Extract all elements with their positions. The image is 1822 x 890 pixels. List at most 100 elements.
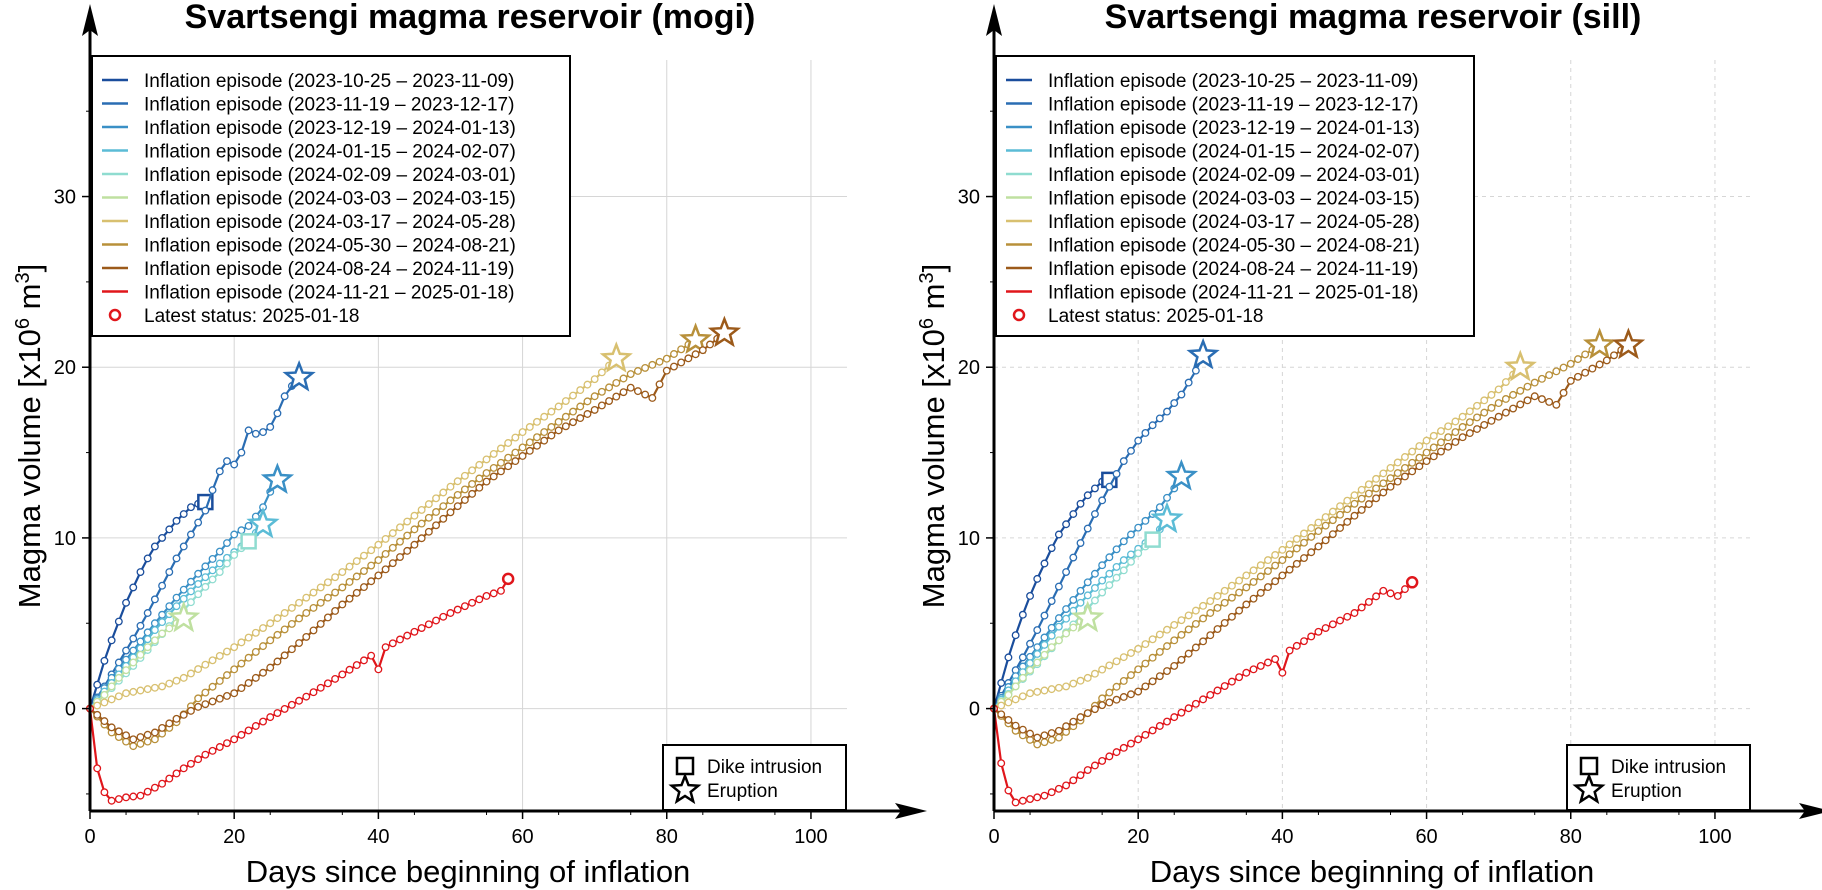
data-point — [1047, 544, 1056, 553]
data-point — [331, 588, 340, 597]
data-point — [1213, 625, 1222, 634]
data-point — [1134, 549, 1143, 558]
data-point — [1177, 390, 1186, 399]
data-point — [273, 709, 282, 717]
x-tick-label: 20 — [1127, 826, 1149, 848]
data-point — [107, 636, 116, 645]
legend-entry: Inflation episode (2024-08-24 – 2024-11-… — [1048, 259, 1418, 280]
data-point — [1487, 390, 1496, 399]
data-point — [352, 661, 361, 670]
data-point — [388, 559, 397, 568]
data-point — [186, 577, 195, 586]
data-point — [367, 546, 376, 555]
data-point — [569, 391, 577, 400]
data-point — [244, 726, 253, 735]
data-point — [230, 551, 239, 559]
data-point — [1574, 372, 1582, 381]
data-point — [1465, 407, 1474, 416]
data-point — [1199, 614, 1208, 623]
data-point — [1090, 705, 1099, 714]
data-point — [251, 628, 260, 637]
data-point — [1328, 516, 1337, 525]
data-point — [475, 595, 484, 604]
data-point — [150, 683, 159, 692]
data-point — [1076, 539, 1085, 547]
data-point — [1588, 364, 1597, 373]
data-point — [1278, 668, 1287, 677]
data-point — [540, 412, 549, 421]
data-point — [1264, 567, 1272, 575]
data-point — [1004, 716, 1013, 724]
data-point — [410, 540, 419, 549]
data-point — [1206, 690, 1215, 699]
data-point — [266, 663, 275, 672]
data-point — [129, 687, 138, 696]
data-point — [1249, 577, 1258, 586]
data-point — [179, 764, 188, 773]
data-point — [1018, 692, 1027, 701]
data-point — [143, 609, 152, 617]
data-point — [706, 340, 714, 349]
data-point — [1235, 606, 1244, 615]
data-point — [165, 719, 174, 728]
data-point — [1271, 561, 1280, 570]
data-point — [1155, 630, 1164, 639]
data-point — [554, 426, 563, 435]
data-point — [1090, 596, 1099, 605]
data-point — [511, 448, 520, 457]
data-point — [533, 441, 541, 450]
data-point — [1487, 416, 1496, 425]
data-point — [165, 624, 174, 633]
data-point — [432, 616, 441, 625]
data-point — [1494, 399, 1503, 408]
data-point — [1083, 766, 1092, 774]
data-point — [208, 697, 217, 706]
data-point — [287, 603, 296, 612]
data-point — [1487, 403, 1496, 412]
data-point — [1040, 640, 1049, 649]
data-point — [1300, 637, 1308, 646]
data-point — [158, 779, 167, 788]
data-point — [1054, 683, 1063, 692]
data-point — [482, 477, 491, 486]
data-point — [1033, 733, 1042, 742]
data-point — [230, 735, 239, 744]
data-point — [1300, 554, 1308, 562]
data-point — [489, 463, 498, 472]
data-point — [1105, 661, 1114, 670]
data-point — [482, 469, 491, 477]
data-point — [597, 387, 606, 396]
data-point — [1069, 553, 1078, 562]
data-point — [201, 562, 210, 571]
data-point — [223, 692, 231, 700]
series-2 — [86, 360, 316, 713]
data-point — [1177, 655, 1186, 664]
data-point — [626, 383, 635, 392]
data-point — [417, 519, 426, 528]
data-point — [295, 614, 304, 623]
data-point — [158, 682, 167, 691]
data-point — [1011, 682, 1020, 691]
data-point — [1040, 738, 1049, 747]
data-point — [1206, 631, 1215, 640]
data-point — [179, 542, 188, 551]
data-point — [1119, 693, 1128, 701]
data-point — [496, 586, 505, 595]
data-point — [605, 383, 614, 392]
data-point — [1343, 612, 1352, 621]
data-point — [165, 602, 174, 611]
data-point — [165, 774, 174, 783]
eruption-star-marker — [246, 506, 280, 539]
data-point — [1076, 598, 1085, 607]
data-point — [201, 750, 210, 759]
data-point — [482, 455, 491, 464]
series-8 — [990, 327, 1617, 749]
data-point — [1026, 666, 1034, 675]
data-point — [1127, 739, 1135, 748]
data-point — [122, 793, 130, 802]
series-10 — [86, 572, 515, 805]
data-point — [1595, 360, 1604, 369]
data-point — [1191, 643, 1200, 652]
data-point — [107, 796, 116, 805]
data-point — [1566, 359, 1575, 368]
